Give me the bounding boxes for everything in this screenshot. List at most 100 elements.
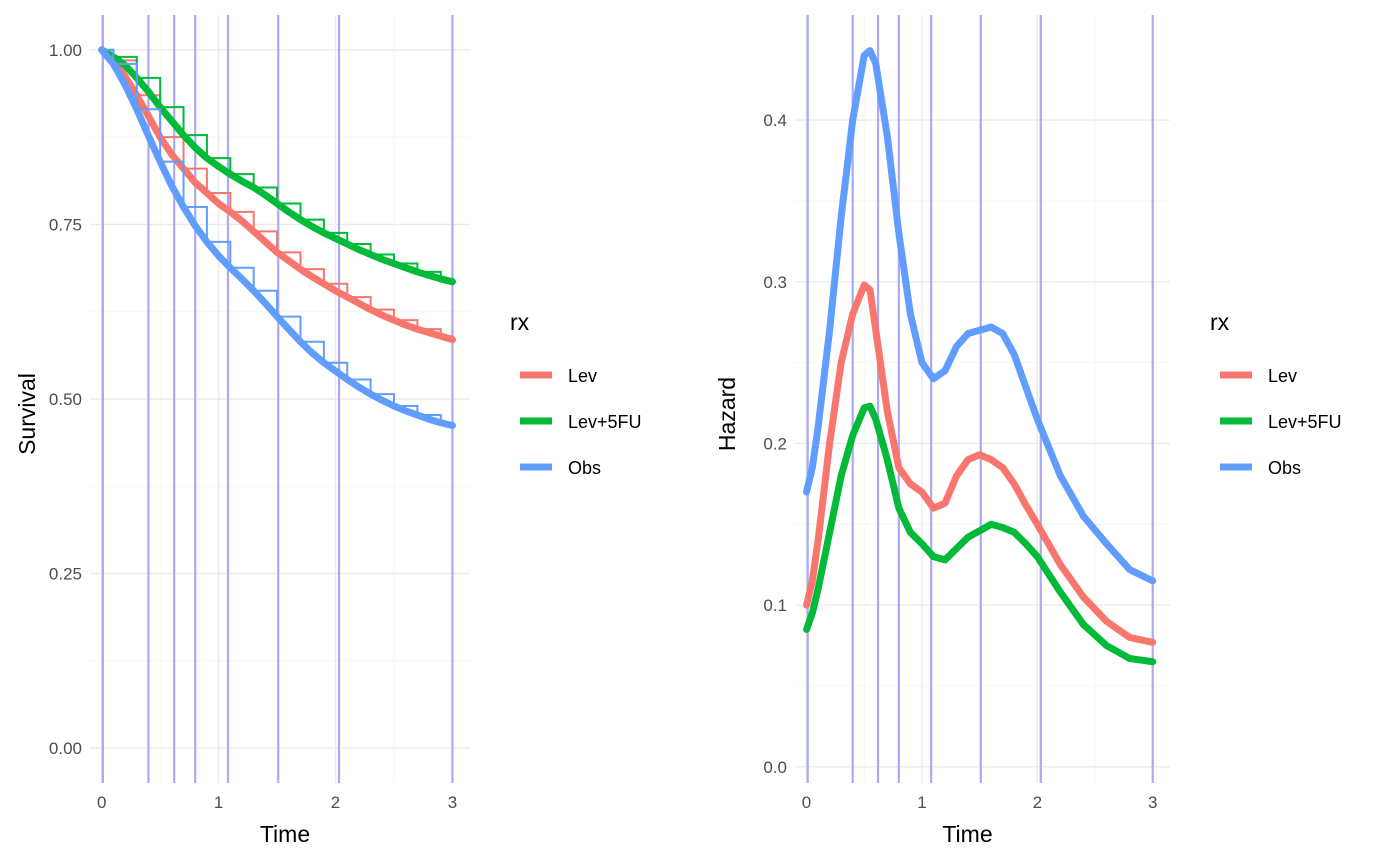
data-point [874, 62, 878, 66]
data-point [193, 181, 197, 185]
legend: rx Lev Lev+5FU Obs [1210, 309, 1342, 478]
data-point [334, 289, 338, 293]
data-point [228, 266, 232, 270]
data-point [240, 219, 244, 223]
data-point [369, 308, 373, 312]
data-point [1151, 640, 1155, 644]
data-point [415, 413, 419, 417]
y-tick-label: 0.4 [763, 111, 787, 130]
data-point [170, 184, 174, 188]
data-point [978, 453, 982, 457]
data-point [252, 289, 256, 293]
legend-label: Lev+5FU [568, 412, 642, 432]
data-point [828, 530, 832, 534]
data-point [851, 312, 855, 316]
legend-title: rx [1210, 309, 1230, 335]
data-point [205, 156, 209, 160]
data-point [839, 215, 843, 219]
data-point [193, 146, 197, 150]
series-line [803, 402, 1157, 666]
x-tick-label: 3 [448, 793, 457, 812]
x-tick-label: 2 [1033, 793, 1042, 812]
series-line [803, 281, 1157, 646]
data-point [369, 252, 373, 256]
data-point [931, 506, 935, 510]
data-point [357, 385, 361, 389]
y-tick-label: 0.1 [763, 596, 787, 615]
y-tick-label: 0.75 [49, 215, 82, 234]
data-point [392, 404, 396, 408]
data-point [920, 361, 924, 365]
data-point [810, 466, 814, 470]
data-point [240, 277, 244, 281]
y-tick-label: 0.2 [763, 434, 787, 453]
data-point [158, 160, 162, 164]
data-point [287, 327, 291, 331]
data-point [439, 421, 443, 425]
data-point [310, 275, 314, 279]
data-point [322, 282, 326, 286]
data-point [146, 134, 150, 138]
legend-item: Lev [520, 366, 597, 386]
data-point [868, 288, 872, 292]
legend-item: Lev+5FU [520, 412, 642, 432]
survival-panel: 0 1 2 3 0.00 0.25 0.50 0.75 1.00 Time Survival rx Le… [14, 15, 642, 847]
data-point [885, 409, 889, 413]
data-point [450, 424, 454, 428]
y-tick-label: 0.0 [763, 758, 787, 777]
data-point [357, 248, 361, 252]
data-point [1058, 474, 1062, 478]
x-tick-label: 1 [917, 793, 926, 812]
series-obs [803, 47, 1157, 585]
data-point [298, 340, 302, 344]
data-point [908, 312, 912, 316]
legend-label: Lev [1268, 366, 1297, 386]
data-point [123, 83, 127, 87]
x-tick-label: 1 [214, 793, 223, 812]
data-point [427, 331, 431, 335]
data-point [287, 259, 291, 263]
data-point [1012, 530, 1016, 534]
data-point [1024, 385, 1028, 389]
data-point [298, 267, 302, 271]
data-point [182, 133, 186, 137]
data-point [217, 165, 221, 169]
data-point [404, 409, 408, 413]
data-point [170, 119, 174, 123]
data-point [816, 425, 820, 429]
x-tick-label: 0 [802, 793, 811, 812]
data-point [392, 318, 396, 322]
x-axis-title: Time [942, 821, 992, 847]
data-point [874, 417, 878, 421]
data-point [1001, 332, 1005, 336]
data-point [345, 377, 349, 381]
data-point [978, 529, 982, 533]
data-point [908, 482, 912, 486]
legend-label: Lev+5FU [1268, 412, 1342, 432]
data-point [805, 627, 809, 631]
data-point [404, 266, 408, 270]
data-point [439, 277, 443, 281]
data-point [1024, 542, 1028, 546]
data-point [828, 441, 832, 445]
data-point [816, 587, 820, 591]
data-point [1001, 466, 1005, 470]
data-point [1035, 555, 1039, 559]
y-axis-title: Hazard [714, 377, 740, 451]
data-point [427, 273, 431, 277]
data-point [943, 501, 947, 505]
data-point [380, 313, 384, 317]
data-point [111, 62, 115, 66]
data-point [1058, 590, 1062, 594]
data-point [920, 542, 924, 546]
data-point [920, 490, 924, 494]
data-point [205, 240, 209, 244]
data-point [989, 522, 993, 526]
data-point [170, 153, 174, 157]
data-point [966, 458, 970, 462]
series-line [803, 47, 1157, 585]
data-point [931, 555, 935, 559]
series-obs [98, 46, 456, 430]
data-point [146, 90, 150, 94]
vertical-lines [101, 15, 454, 783]
